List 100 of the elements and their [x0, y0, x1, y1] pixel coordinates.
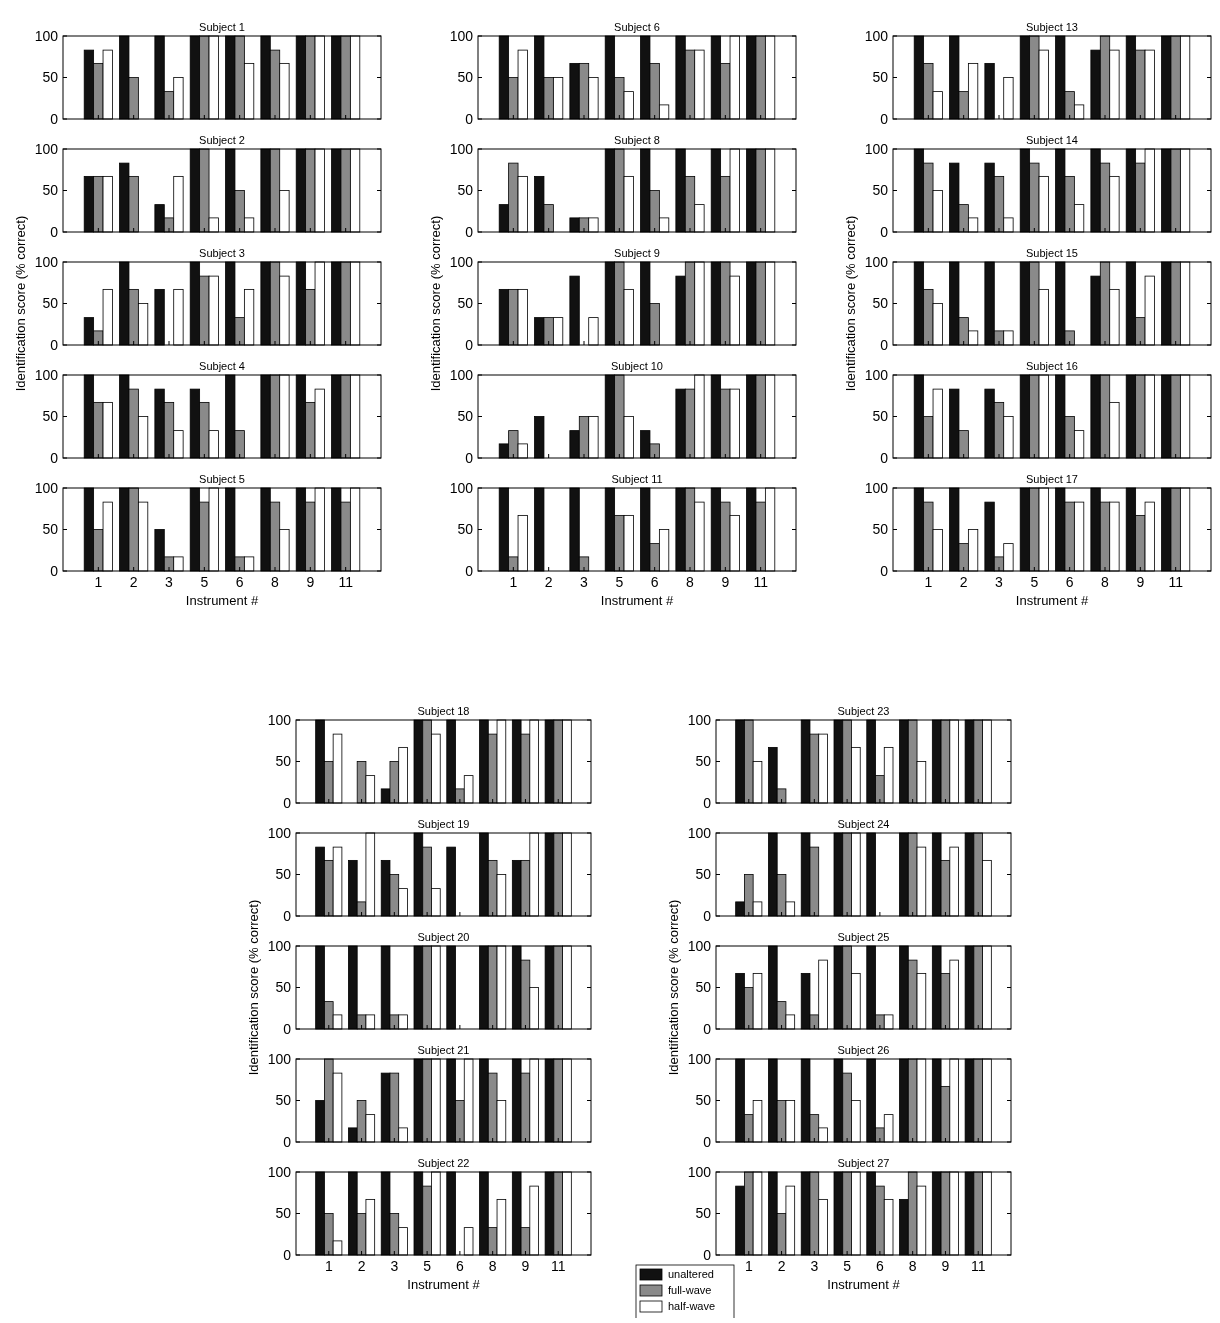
- y-tick-label: 0: [880, 336, 889, 353]
- x-tick-label: 2: [357, 1258, 366, 1274]
- chart-title: Subject 1: [199, 21, 245, 33]
- chart-title: Subject 8: [614, 134, 660, 146]
- x-tick-label: 9: [941, 1258, 950, 1274]
- y-tick-label: 50: [275, 979, 292, 996]
- y-tick-label: 0: [703, 1246, 712, 1263]
- y-tick-label: 100: [34, 479, 59, 496]
- x-tick-label: 6: [875, 1258, 884, 1274]
- x-tick-label: 11: [1168, 574, 1184, 590]
- y-tick-label: 50: [695, 1092, 712, 1109]
- chart-title: Subject 9: [614, 247, 660, 259]
- chart-title: Subject 11: [611, 473, 663, 485]
- chart-title: Subject 20: [417, 931, 470, 943]
- x-tick-label: 1: [744, 1258, 753, 1274]
- x-tick-label: 11: [970, 1258, 986, 1274]
- y-tick-label: 50: [872, 408, 889, 425]
- x-tick-label: 1: [924, 574, 933, 590]
- x-axis-title: Instrument #: [600, 593, 674, 608]
- y-tick-label: 0: [880, 110, 889, 127]
- y-tick-label: 0: [465, 110, 474, 127]
- x-tick-label: 8: [686, 574, 695, 590]
- x-tick-label: 3: [390, 1258, 399, 1274]
- x-tick-label: 1: [324, 1258, 333, 1274]
- y-tick-label: 50: [695, 866, 712, 883]
- y-tick-label: 0: [465, 449, 474, 466]
- y-tick-label: 100: [34, 27, 59, 44]
- chart-title: Subject 16: [1026, 360, 1078, 372]
- x-axis-title: Instrument #: [407, 1277, 481, 1292]
- chart-title: Subject 19: [417, 818, 470, 830]
- y-tick-label: 0: [50, 336, 59, 353]
- y-tick-label: 100: [864, 479, 889, 496]
- y-tick-label: 50: [457, 69, 474, 86]
- x-tick-label: 5: [1030, 574, 1039, 590]
- y-tick-label: 100: [449, 27, 474, 44]
- y-tick-label: 100: [34, 366, 59, 383]
- y-tick-label: 100: [687, 937, 712, 954]
- y-tick-label: 100: [687, 824, 712, 841]
- x-tick-label: 3: [810, 1258, 819, 1274]
- y-tick-label: 100: [267, 824, 292, 841]
- x-tick-label: 2: [777, 1258, 786, 1274]
- y-tick-label: 0: [50, 562, 59, 579]
- chart-title: Subject 3: [199, 247, 245, 259]
- x-tick-label: 2: [129, 574, 138, 590]
- x-tick-label: 11: [338, 574, 354, 590]
- y-tick-label: 0: [880, 562, 889, 579]
- x-tick-label: 11: [550, 1258, 566, 1274]
- x-tick-label: 8: [271, 574, 280, 590]
- x-tick-label: 9: [306, 574, 315, 590]
- x-tick-label: 1: [509, 574, 518, 590]
- y-tick-label: 50: [275, 1205, 292, 1222]
- y-tick-label: 100: [267, 711, 292, 728]
- x-tick-label: 3: [580, 574, 589, 590]
- y-tick-label: 0: [703, 1020, 712, 1037]
- chart-title: Subject 14: [1026, 134, 1078, 146]
- y-tick-label: 100: [687, 1050, 712, 1067]
- chart-title: Subject 15: [1026, 247, 1078, 259]
- y-tick-label: 0: [50, 223, 59, 240]
- y-axis-title: Identification score (% correct): [246, 899, 261, 1076]
- x-tick-label: 5: [843, 1258, 852, 1274]
- chart-title: Subject 13: [1026, 21, 1078, 33]
- y-tick-label: 0: [880, 223, 889, 240]
- y-tick-label: 50: [457, 408, 474, 425]
- chart-title: Subject 25: [837, 931, 890, 943]
- y-tick-label: 50: [457, 521, 474, 538]
- y-tick-label: 100: [687, 711, 712, 728]
- y-tick-label: 0: [283, 907, 292, 924]
- y-tick-label: 0: [283, 1020, 292, 1037]
- y-tick-label: 100: [864, 27, 889, 44]
- x-tick-label: 3: [995, 574, 1004, 590]
- x-tick-label: 9: [721, 574, 730, 590]
- y-tick-label: 50: [275, 866, 292, 883]
- y-axis-title: Identification score (% correct): [666, 899, 681, 1076]
- x-tick-label: 9: [521, 1258, 530, 1274]
- y-tick-label: 50: [275, 1092, 292, 1109]
- y-tick-label: 50: [872, 69, 889, 86]
- y-tick-label: 0: [465, 562, 474, 579]
- chart-title: Subject 23: [837, 705, 890, 717]
- y-tick-label: 100: [267, 1050, 292, 1067]
- y-axis-title: Identification score (% correct): [428, 215, 443, 392]
- y-tick-label: 0: [880, 449, 889, 466]
- chart-title: Subject 26: [837, 1044, 890, 1056]
- x-tick-label: 8: [1101, 574, 1110, 590]
- x-tick-label: 11: [753, 574, 769, 590]
- x-tick-label: 5: [423, 1258, 432, 1274]
- x-tick-label: 9: [1136, 574, 1145, 590]
- y-tick-label: 50: [42, 69, 59, 86]
- y-tick-label: 50: [872, 521, 889, 538]
- y-tick-label: 0: [703, 1133, 712, 1150]
- x-tick-label: 8: [908, 1258, 917, 1274]
- x-axis-title: Instrument #: [185, 593, 259, 608]
- x-tick-label: 8: [488, 1258, 497, 1274]
- y-tick-label: 50: [695, 753, 712, 770]
- y-tick-label: 100: [449, 253, 474, 270]
- y-tick-label: 100: [687, 1163, 712, 1180]
- legend-label: unaltered: [668, 1268, 714, 1280]
- y-tick-label: 0: [50, 449, 59, 466]
- x-tick-label: 2: [544, 574, 553, 590]
- x-tick-label: 5: [200, 574, 209, 590]
- x-axis-title: Instrument #: [1015, 593, 1089, 608]
